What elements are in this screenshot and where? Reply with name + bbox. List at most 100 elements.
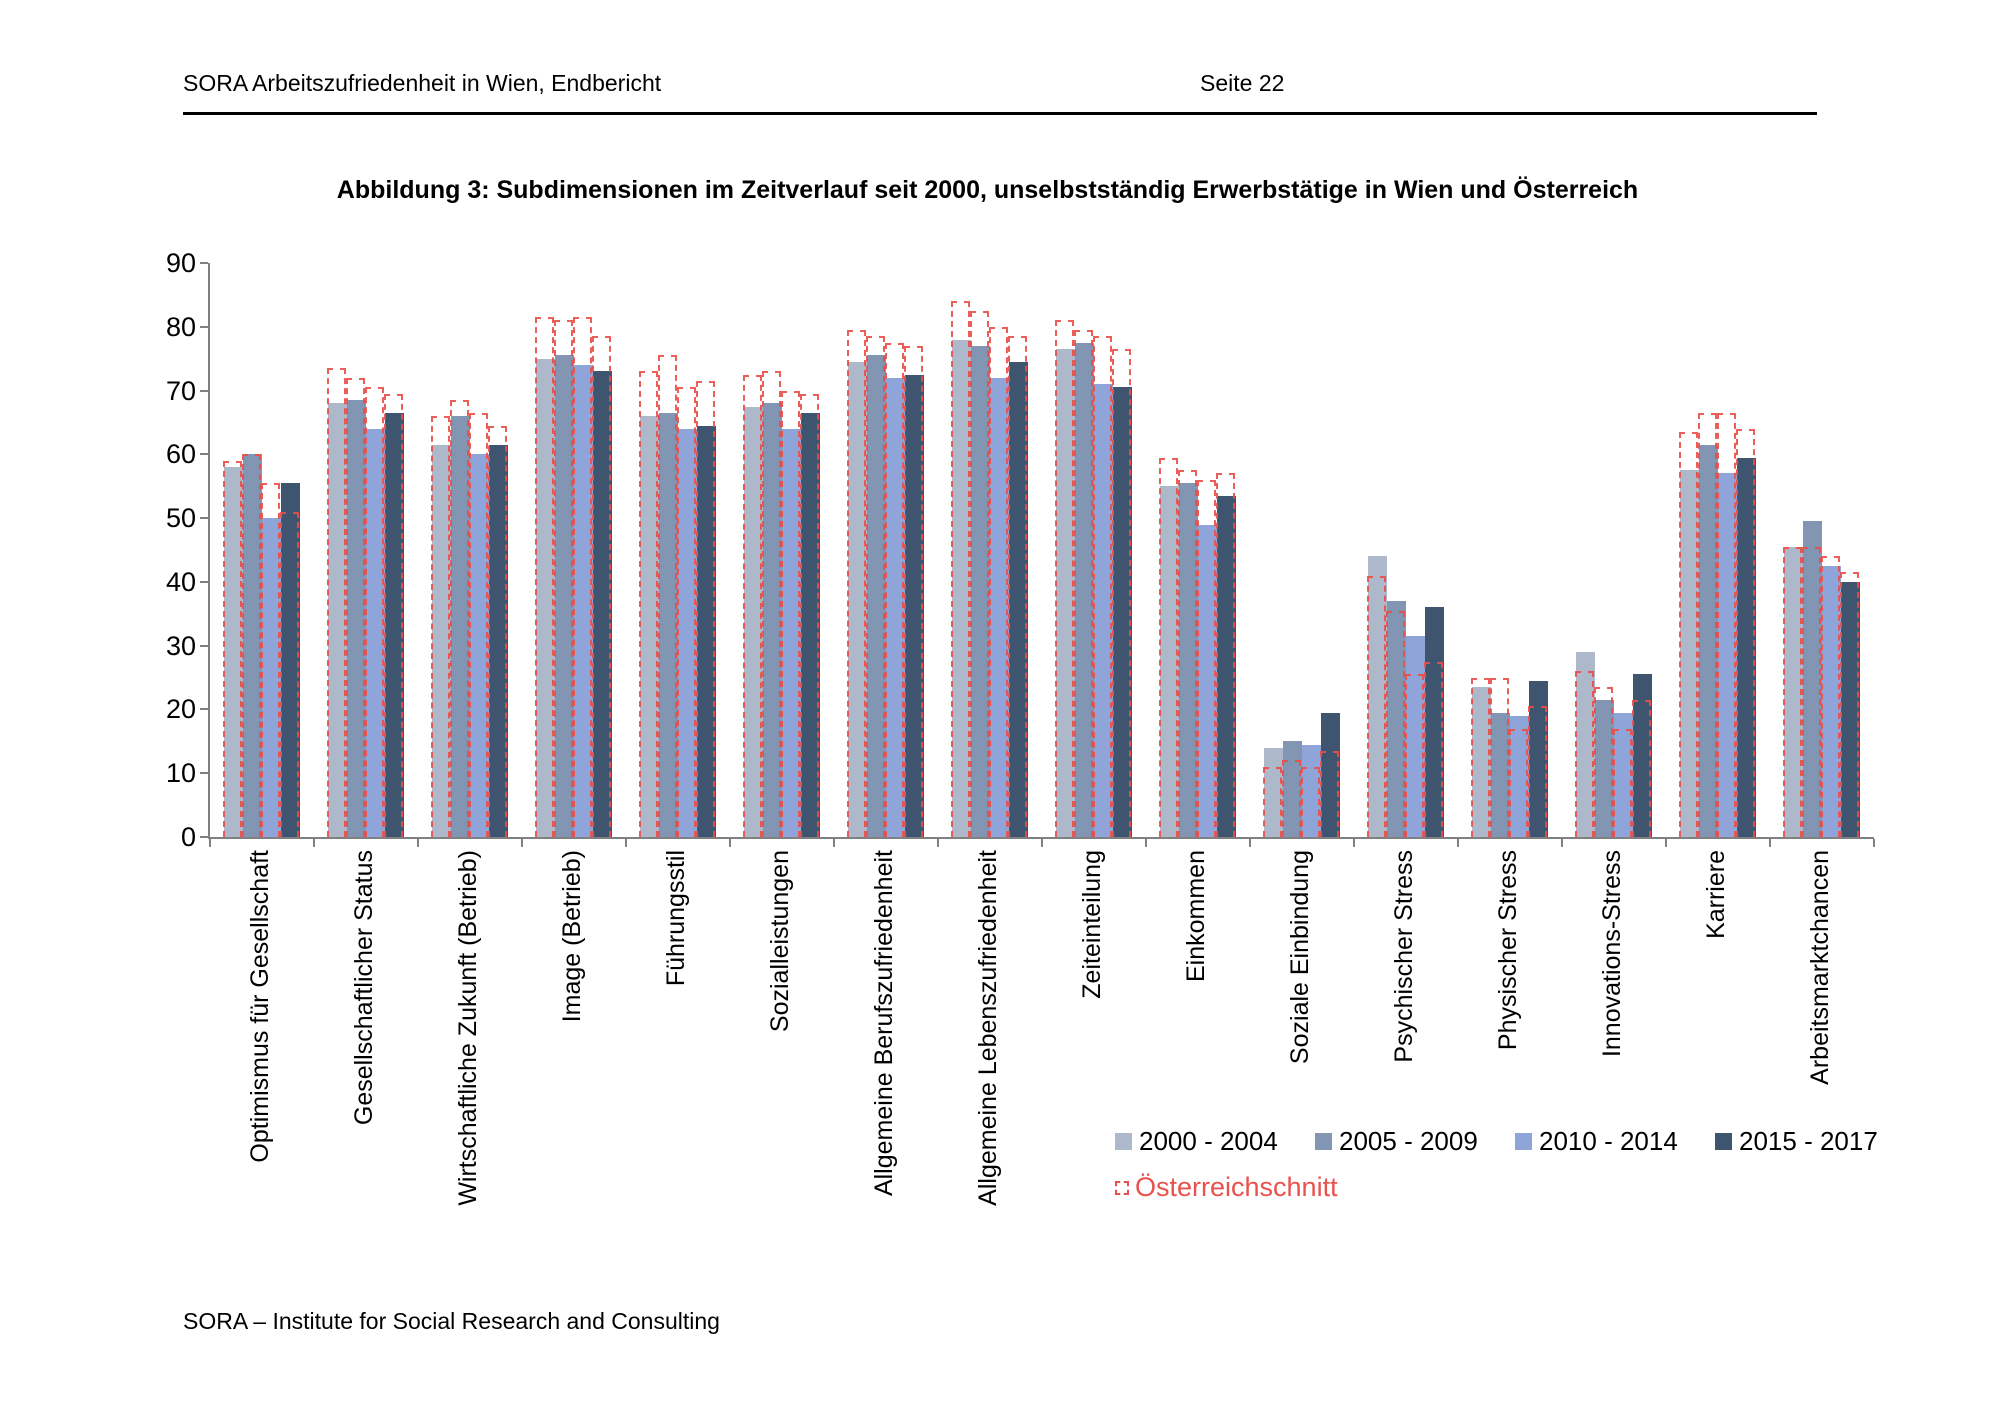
bar-group (418, 263, 522, 837)
austria-average-outline (1320, 750, 1339, 837)
bar-slot (1405, 263, 1425, 837)
bar-group (1770, 263, 1874, 837)
bar-slot (1613, 263, 1633, 837)
austria-average-outline (866, 336, 885, 837)
bar-group (1458, 263, 1562, 837)
bar-slot (554, 263, 574, 837)
legend-item: 2010 - 2014 (1515, 1126, 1715, 1157)
bar-slot (450, 263, 470, 837)
legend-label: 2015 - 2017 (1739, 1126, 1878, 1156)
austria-average-outline (951, 301, 970, 837)
bar-2015-2017 (489, 444, 508, 837)
bar-slot (535, 263, 555, 837)
bar-slot (261, 263, 281, 837)
bar-slot (1159, 263, 1179, 837)
bar-slot (885, 263, 905, 837)
bar-2005-2009 (763, 403, 782, 837)
austria-average-outline (1424, 661, 1443, 837)
header-divider (183, 112, 1817, 115)
y-tick (200, 453, 208, 456)
bar-2010-2014 (990, 377, 1009, 837)
austria-average-outline (1783, 546, 1802, 837)
austria-average-outline (885, 342, 904, 837)
legend-swatch-2010-2014 (1515, 1133, 1532, 1150)
austria-average-outline (327, 368, 346, 837)
bar-slot (1112, 263, 1132, 837)
x-tick (1457, 839, 1459, 847)
bar-group (522, 263, 626, 837)
document-header-title: SORA Arbeitszufriedenheit in Wien, Endbe… (183, 70, 662, 96)
bar-2000-2004 (1056, 349, 1075, 837)
y-tick-label: 60 (165, 439, 196, 470)
bar-2000-2004 (1368, 556, 1387, 837)
x-tick (1041, 839, 1043, 847)
y-tick-label: 20 (165, 694, 196, 725)
x-tick (1873, 839, 1875, 847)
bar-slot (696, 263, 716, 837)
bar-2015-2017 (1737, 457, 1756, 837)
bar-2005-2009 (1283, 741, 1302, 837)
bar-slot (346, 263, 366, 837)
bar-2000-2004 (640, 416, 659, 837)
bar-slot (1386, 263, 1406, 837)
bar-2010-2014 (1198, 524, 1217, 837)
x-tick (625, 839, 627, 847)
bar-slot (847, 263, 867, 837)
bar-2015-2017 (281, 483, 300, 837)
bar-2000-2004 (1680, 470, 1699, 837)
bar-slot (1263, 263, 1283, 837)
bar-slot (677, 263, 697, 837)
x-tick (1665, 839, 1667, 847)
bar-2000-2004 (536, 358, 555, 837)
category-label-cell: Physischer Stress (1456, 850, 1560, 1250)
austria-average-outline (781, 390, 800, 837)
category-label-cell: Sozialleistungen (728, 850, 832, 1250)
austria-average-outline (1405, 674, 1424, 837)
bar-2000-2004 (1784, 546, 1803, 837)
category-label-cell: Optimismus für Gesellschaft (208, 850, 312, 1250)
bar-slot (904, 263, 924, 837)
bar-2005-2009 (1387, 601, 1406, 837)
austria-average-outline (1008, 336, 1027, 837)
austria-average-outline (1594, 687, 1613, 837)
category-label: Führungsstil (661, 850, 690, 987)
y-tick (200, 708, 208, 711)
category-label-cell: Wirtschaftliche Zukunft (Betrieb) (416, 850, 520, 1250)
bar-group (1666, 263, 1770, 837)
bar-2010-2014 (1094, 384, 1113, 837)
bar-slot (1301, 263, 1321, 837)
bar-2015-2017 (697, 425, 716, 837)
bar-2015-2017 (1425, 607, 1444, 837)
category-label: Gesellschaftlicher Status (349, 850, 378, 1126)
y-tick-label: 90 (165, 248, 196, 278)
legend-swatch-austria-dashed (1115, 1180, 1129, 1195)
bar-slot (970, 263, 990, 837)
bar-2000-2004 (432, 444, 451, 837)
austria-average-outline (1802, 546, 1821, 837)
y-tick (200, 517, 208, 520)
bar-2015-2017 (1113, 387, 1132, 837)
bar-slot (1008, 263, 1028, 837)
austria-average-outline (1178, 470, 1197, 837)
bar-slot (1594, 263, 1614, 837)
legend-item: 2000 - 2004 (1115, 1126, 1315, 1157)
bar-group (938, 263, 1042, 837)
austria-average-outline (1632, 699, 1651, 837)
bar-slot (384, 263, 404, 837)
austria-average-outline (1197, 479, 1216, 837)
figure-title: Abbildung 3: Subdimensionen im Zeitverla… (336, 176, 1639, 204)
category-label: Arbeitsmarktchancen (1805, 850, 1834, 1085)
bar-2015-2017 (1321, 712, 1340, 837)
y-tick-label: 10 (165, 758, 196, 789)
category-label: Image (Betrieb) (557, 850, 586, 1023)
bar-slot (1632, 263, 1652, 837)
bar-slot (1282, 263, 1302, 837)
bar-2015-2017 (1841, 581, 1860, 837)
x-tick (417, 839, 419, 847)
austria-average-outline (1055, 320, 1074, 837)
bar-2010-2014 (574, 365, 593, 837)
category-label: Optimismus für Gesellschaft (245, 850, 274, 1163)
bar-2015-2017 (593, 371, 612, 837)
category-label: Wirtschaftliche Zukunft (Betrieb) (453, 850, 482, 1206)
bar-2000-2004 (952, 339, 971, 837)
